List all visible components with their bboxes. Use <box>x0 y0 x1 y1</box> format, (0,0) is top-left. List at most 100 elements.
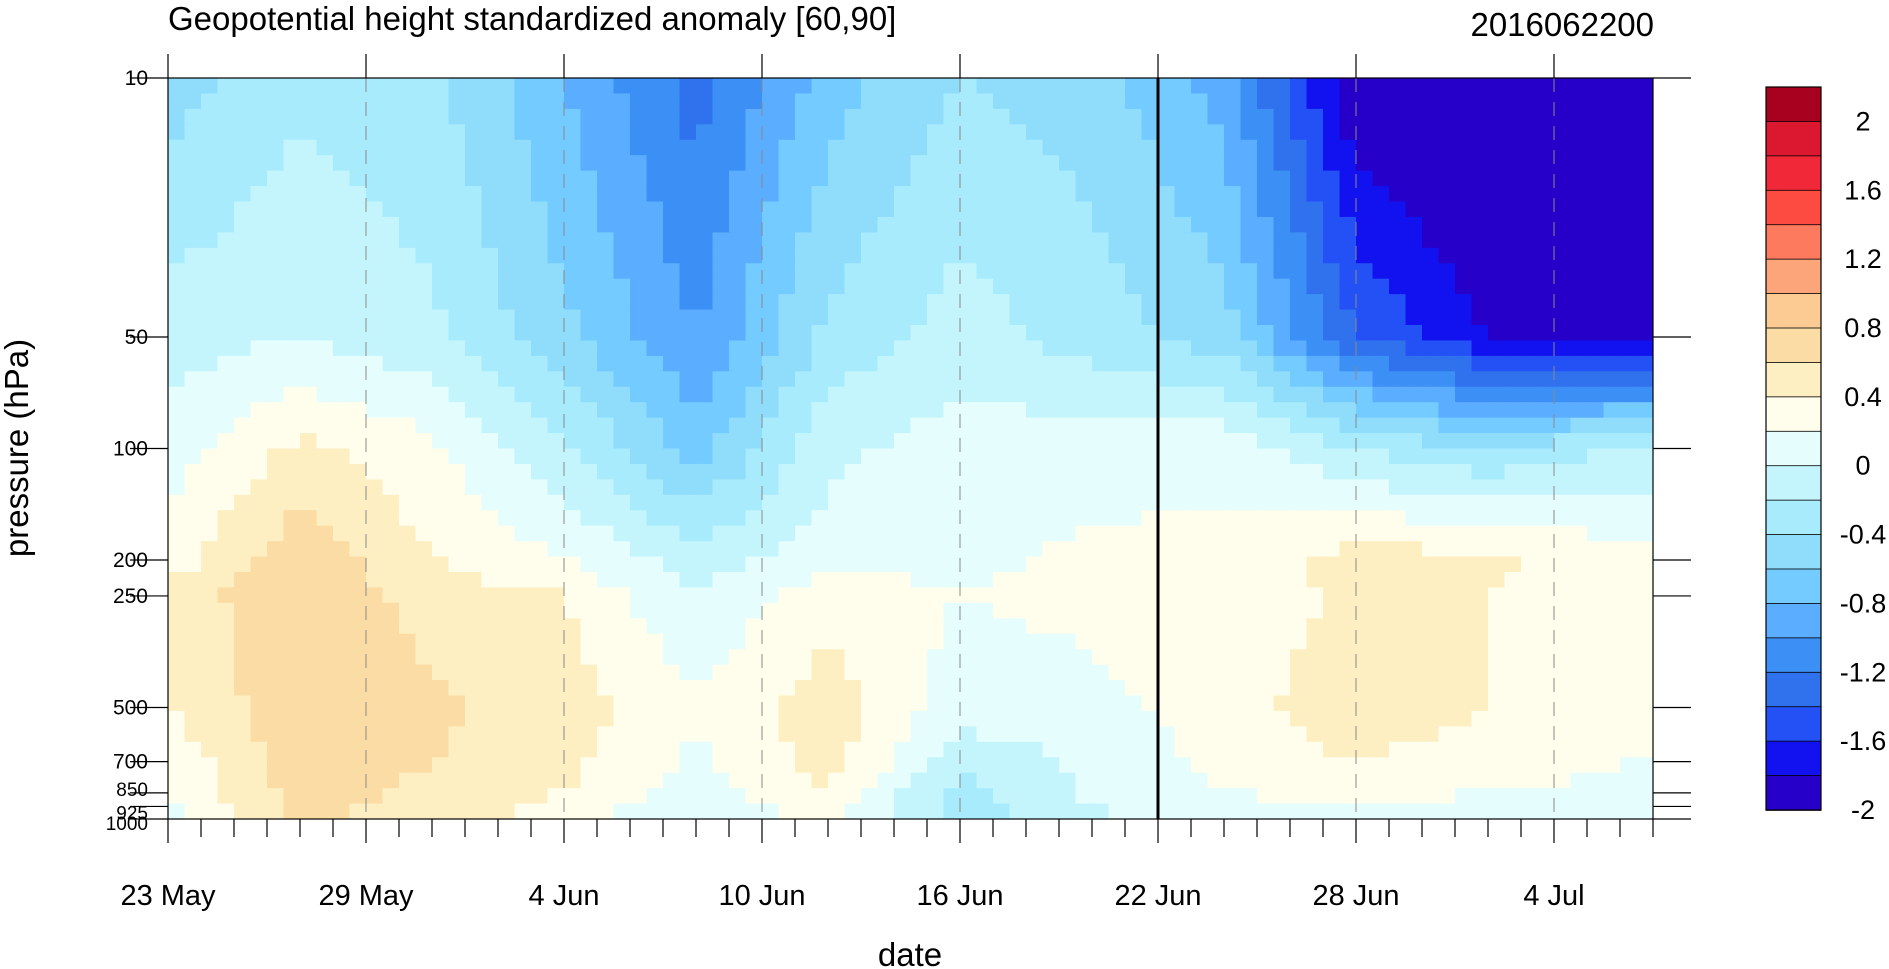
contour-cell <box>910 402 928 419</box>
contour-cell <box>399 278 417 295</box>
contour-cell <box>778 263 796 280</box>
contour-cell <box>1504 402 1522 419</box>
contour-cell <box>943 741 961 758</box>
contour-cell <box>250 263 268 280</box>
contour-cell <box>828 633 846 650</box>
contour-cell <box>663 201 681 218</box>
contour-cell <box>1471 649 1489 666</box>
contour-cell <box>861 726 879 743</box>
contour-cell <box>448 278 466 295</box>
contour-cell <box>1422 201 1440 218</box>
contour-cell <box>1471 186 1489 203</box>
contour-cell <box>1504 340 1522 357</box>
contour-cell <box>267 155 285 172</box>
contour-cell <box>960 216 978 233</box>
contour-cell <box>432 757 450 774</box>
contour-cell <box>712 541 730 558</box>
contour-cell <box>1372 710 1390 727</box>
contour-cell <box>580 355 598 372</box>
contour-cell <box>580 726 598 743</box>
contour-cell <box>1042 386 1060 403</box>
contour-cell <box>1438 278 1456 295</box>
contour-cell <box>1356 386 1374 403</box>
contour-cell <box>1603 463 1621 480</box>
contour-cell <box>1422 124 1440 141</box>
colorbar-swatch <box>1765 637 1822 674</box>
contour-cell <box>1174 448 1192 465</box>
contour-cell <box>828 772 846 789</box>
contour-cell <box>1108 572 1126 589</box>
contour-cell <box>399 108 417 125</box>
contour-cell <box>514 139 532 156</box>
colorbar-swatch <box>1765 293 1822 329</box>
contour-cell <box>894 371 912 388</box>
contour-cell <box>316 618 334 635</box>
contour-cell <box>1504 93 1522 110</box>
contour-cell <box>844 479 862 496</box>
contour-cell <box>316 186 334 203</box>
contour-cell <box>250 371 268 388</box>
contour-cell <box>943 726 961 743</box>
contour-cell <box>465 633 483 650</box>
contour-cell <box>976 186 994 203</box>
contour-cell <box>1059 741 1077 758</box>
contour-cell <box>1174 710 1192 727</box>
contour-cell <box>1554 232 1572 249</box>
contour-cell <box>613 371 631 388</box>
contour-cell <box>696 124 714 141</box>
contour-cell <box>1389 355 1407 372</box>
contour-cell <box>1059 417 1077 434</box>
contour-cell <box>300 710 318 727</box>
contour-cell <box>712 525 730 542</box>
contour-cell <box>1537 618 1555 635</box>
contour-cell <box>1257 772 1275 789</box>
contour-cell <box>1075 155 1093 172</box>
contour-cell <box>531 340 549 357</box>
contour-cell <box>976 618 994 635</box>
contour-cell <box>646 371 664 388</box>
contour-cell <box>1438 649 1456 666</box>
contour-cell <box>877 78 895 95</box>
contour-cell <box>910 201 928 218</box>
contour-cell <box>1422 309 1440 326</box>
contour-cell <box>960 232 978 249</box>
contour-cell <box>514 433 532 450</box>
contour-cell <box>1092 124 1110 141</box>
contour-cell <box>399 587 417 604</box>
contour-cell <box>877 741 895 758</box>
contour-cell <box>663 772 681 789</box>
contour-cell <box>1158 463 1176 480</box>
contour-cell <box>580 170 598 187</box>
contour-cell <box>1306 741 1324 758</box>
contour-cell <box>745 93 763 110</box>
contour-cell <box>1521 510 1539 527</box>
contour-cell <box>217 386 235 403</box>
contour-cell <box>861 325 879 342</box>
contour-cell <box>1207 309 1225 326</box>
contour-cell <box>267 649 285 666</box>
contour-cell <box>514 618 532 635</box>
contour-cell <box>1488 664 1506 681</box>
contour-cell <box>498 402 516 419</box>
contour-cell <box>1587 325 1605 342</box>
contour-cell <box>1422 294 1440 311</box>
contour-cell <box>976 201 994 218</box>
contour-cell <box>1405 463 1423 480</box>
contour-cell <box>927 525 945 542</box>
contour-cell <box>448 572 466 589</box>
contour-cell <box>712 170 730 187</box>
contour-cell <box>1537 186 1555 203</box>
contour-cell <box>300 618 318 635</box>
contour-cell <box>580 510 598 527</box>
contour-cell <box>1422 216 1440 233</box>
contour-cell <box>1207 294 1225 311</box>
contour-cell <box>877 433 895 450</box>
contour-cell <box>349 309 367 326</box>
contour-cell <box>1405 525 1423 542</box>
contour-cell <box>630 788 648 805</box>
contour-cell <box>1207 340 1225 357</box>
contour-cell <box>448 803 466 819</box>
contour-cell <box>1389 386 1407 403</box>
contour-cell <box>1108 78 1126 95</box>
contour-cell <box>1636 247 1653 264</box>
